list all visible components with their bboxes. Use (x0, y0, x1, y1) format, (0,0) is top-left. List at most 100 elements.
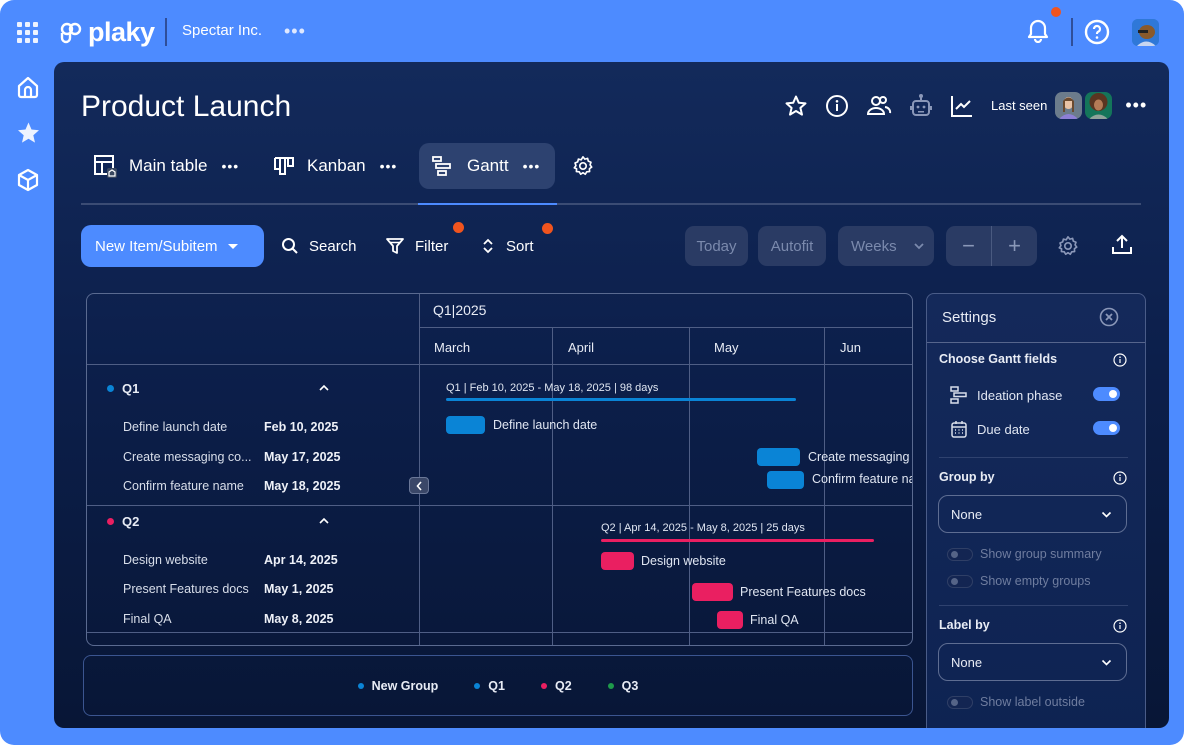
grid-line (87, 364, 912, 365)
avatar-image (1055, 92, 1083, 119)
user-avatar[interactable] (1132, 19, 1159, 46)
collapse-list-button[interactable] (409, 477, 429, 494)
favorite-button[interactable] (784, 94, 808, 118)
group-summary-bar[interactable] (446, 398, 796, 401)
task-bar[interactable] (717, 611, 743, 629)
close-settings-button[interactable] (1099, 307, 1119, 332)
plaky-logo-icon (60, 22, 82, 43)
divider (991, 226, 992, 266)
group-header-q1[interactable]: Q1 (107, 381, 139, 396)
help-button[interactable] (1084, 19, 1110, 50)
legend-label: Q2 (554, 678, 572, 693)
users-icon (866, 95, 892, 115)
label-by-select[interactable]: None (938, 643, 1127, 681)
viewer-avatar-1[interactable] (1055, 92, 1083, 119)
search-label: Search (309, 237, 357, 255)
tab-more-button[interactable]: ••• (221, 158, 240, 174)
autofit-button[interactable]: Autofit (758, 226, 826, 266)
org-more-button[interactable]: ••• (284, 21, 306, 41)
robot-icon (910, 93, 932, 116)
legend-item: Q3 (607, 678, 639, 693)
filter-button[interactable]: Filter (385, 225, 448, 267)
kanban-icon (274, 157, 294, 175)
ideation-phase-toggle[interactable] (1093, 387, 1120, 401)
caret-down-icon (227, 243, 238, 249)
sidebar-item-favorites[interactable] (16, 121, 41, 150)
plaky-logo[interactable]: plaky (60, 17, 155, 48)
task-bar-label: Design website (641, 554, 726, 568)
gantt-icon (950, 386, 967, 404)
tab-label: Gantt (467, 156, 509, 175)
legend-label: Q3 (621, 678, 639, 693)
search-button[interactable]: Search (281, 225, 357, 267)
organization-name[interactable]: Spectar Inc. (182, 22, 263, 39)
show-empty-groups-toggle[interactable] (947, 575, 973, 588)
group-summary-bar[interactable] (601, 539, 874, 542)
task-date: Apr 14, 2025 (264, 553, 338, 567)
task-name[interactable]: Final QA (123, 612, 172, 626)
task-name[interactable]: Define launch date (123, 420, 228, 434)
automations-button[interactable] (909, 93, 933, 119)
group-name: Q2 (122, 514, 140, 529)
info-icon[interactable] (1113, 471, 1127, 485)
task-bar[interactable] (692, 583, 733, 601)
task-name[interactable]: Present Features docs (123, 582, 249, 596)
sort-button[interactable]: Sort (480, 225, 534, 267)
time-scale-select[interactable]: Weeks (838, 226, 934, 266)
active-tab-indicator (418, 203, 557, 205)
group-by-select[interactable]: None (938, 495, 1127, 533)
zoom-in-button[interactable]: + (1008, 233, 1021, 258)
chevron-up-icon[interactable] (319, 517, 329, 524)
sidebar-item-workspaces[interactable] (16, 168, 40, 197)
board-panel: Product Launch Last seen (54, 62, 1169, 728)
tab-kanban[interactable]: Kanban ••• (261, 143, 409, 189)
task-name[interactable]: Create messaging co... (123, 450, 252, 464)
tab-more-button[interactable]: ••• (522, 158, 541, 174)
task-name[interactable]: Confirm feature name (123, 479, 244, 493)
divider (939, 605, 1128, 606)
export-button[interactable] (1111, 234, 1133, 261)
tab-more-button[interactable]: ••• (379, 158, 398, 174)
sidebar-item-home[interactable] (16, 75, 40, 104)
new-item-label: New Item/Subitem (95, 237, 218, 255)
chevron-down-icon (1101, 659, 1112, 666)
task-bar[interactable] (757, 448, 800, 466)
gantt-settings-button[interactable] (1057, 235, 1079, 262)
task-bar[interactable] (767, 471, 804, 489)
upload-icon (1112, 234, 1132, 254)
members-button[interactable] (866, 94, 892, 118)
task-name[interactable]: Design website (123, 553, 208, 567)
view-settings-button[interactable] (572, 155, 594, 182)
board-info-button[interactable] (825, 94, 849, 118)
info-icon[interactable] (1113, 353, 1127, 367)
legend-color-dot (474, 682, 481, 689)
board-header-actions: Last seen ••• (784, 92, 1147, 119)
divider (927, 342, 1145, 343)
viewer-avatar-2[interactable] (1085, 92, 1113, 119)
task-bar-label: Create messaging (808, 450, 910, 464)
today-button[interactable]: Today (685, 226, 748, 266)
cube-icon (17, 168, 39, 192)
task-bar[interactable] (601, 552, 634, 570)
zoom-out-button[interactable]: − (962, 233, 975, 258)
info-icon[interactable] (1113, 619, 1127, 633)
section-title: Label by (939, 618, 990, 632)
legend-color-dot (357, 682, 364, 689)
tab-gantt[interactable]: Gantt ••• (419, 143, 555, 189)
apps-grid-icon[interactable] (17, 22, 38, 43)
chevron-up-icon[interactable] (319, 384, 329, 391)
group-header-q2[interactable]: Q2 (107, 514, 139, 529)
activity-chart-button[interactable] (950, 94, 974, 118)
divider (1071, 18, 1073, 46)
tab-main-table[interactable]: Main table ••• (81, 143, 251, 189)
due-date-toggle[interactable] (1093, 421, 1120, 435)
notifications-button[interactable] (1026, 17, 1050, 48)
show-label-outside-toggle[interactable] (947, 696, 973, 709)
show-group-summary-toggle[interactable] (947, 548, 973, 561)
board-more-button[interactable]: ••• (1125, 95, 1148, 115)
new-item-button[interactable]: New Item/Subitem (81, 225, 264, 267)
toolbar: New Item/Subitem Search Filter Sort Toda… (81, 222, 1141, 267)
task-bar[interactable] (446, 416, 485, 434)
month-header: Jun (840, 340, 861, 355)
page-title: Product Launch (81, 90, 292, 123)
